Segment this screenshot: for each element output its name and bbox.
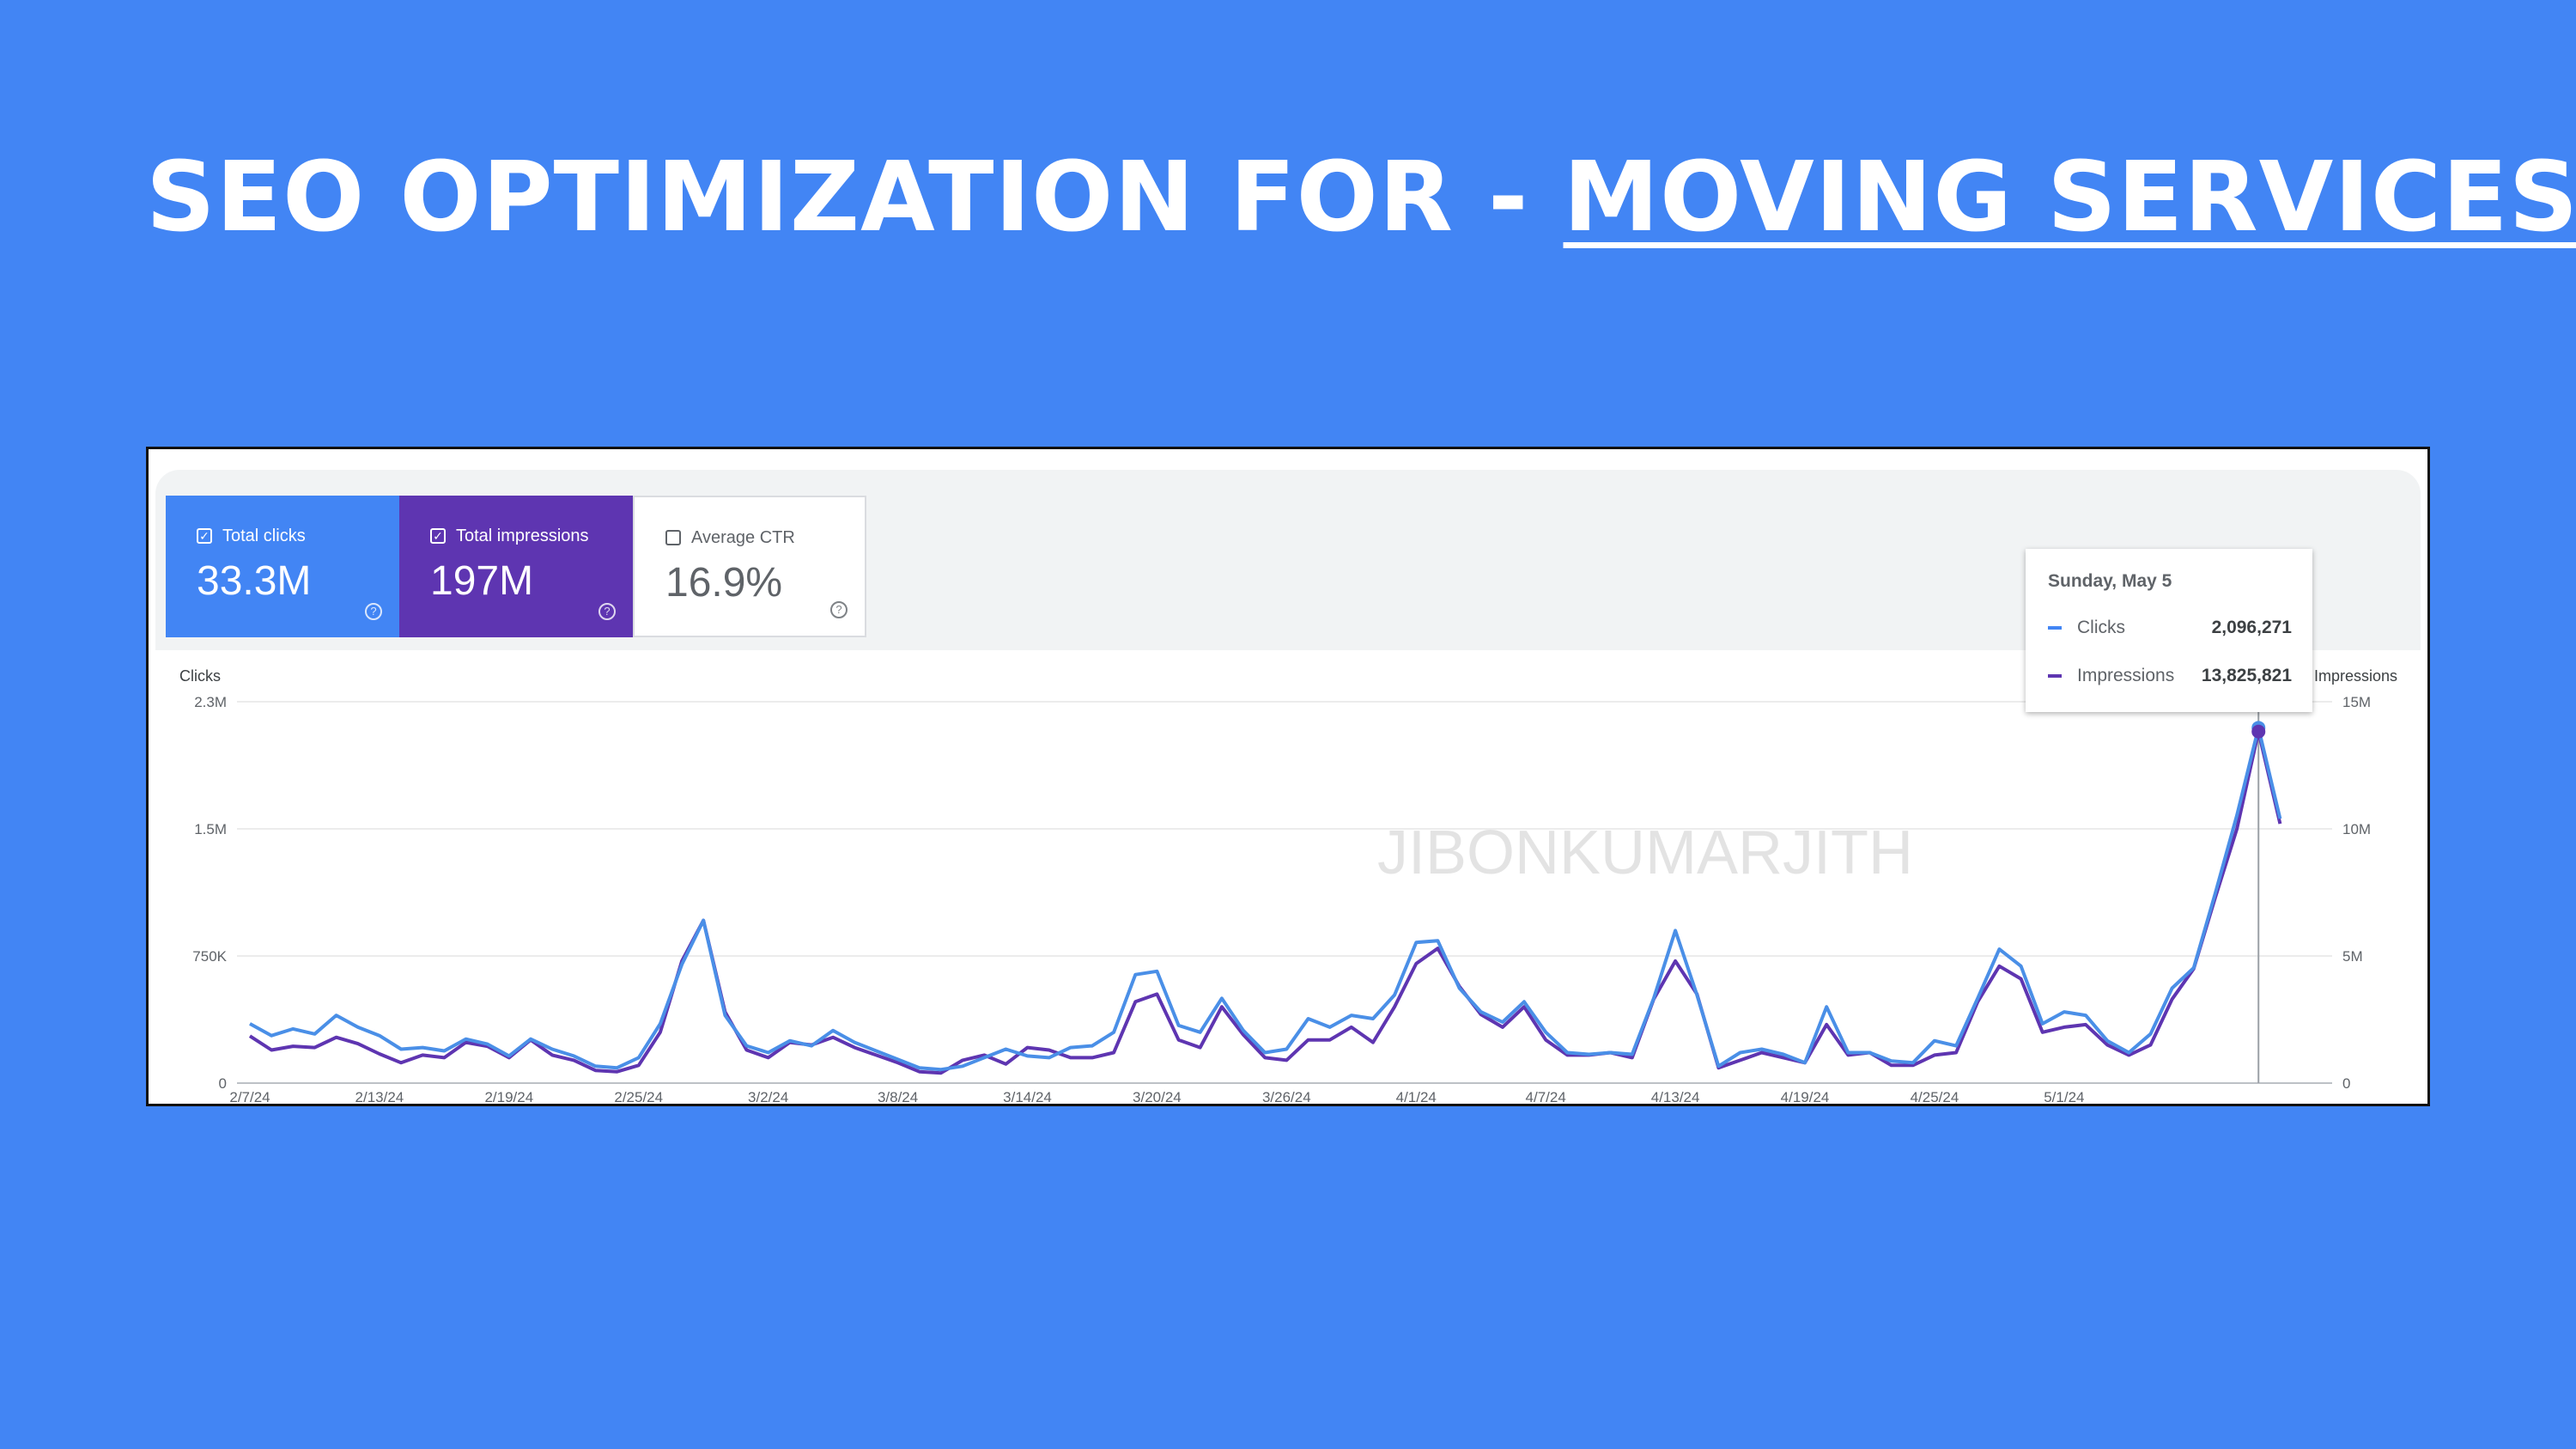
left-tick-label: 750K [192,948,227,965]
clicks-swatch-icon [2048,626,2062,630]
page-headline: SEO OPTIMIZATION FOR - MOVING SERVICES [146,142,2576,253]
right-tick-label: 5M [2342,948,2363,965]
x-tick-label: 3/2/24 [748,1089,788,1102]
tooltip-date: Sunday, May 5 [2048,571,2172,591]
average-ctr-card[interactable]: Average CTR 16.9% ? [633,496,866,637]
chart-tooltip: Sunday, May 5 Clicks 2,096,271 Impressio… [2026,549,2312,712]
x-tick-label: 2/25/24 [614,1089,663,1102]
impressions-swatch-icon [2048,674,2062,678]
x-tick-label: 4/1/24 [1396,1089,1437,1102]
right-tick-label: 0 [2342,1075,2350,1092]
watermark-text: JIBONKUMARJITH [1377,819,1913,887]
search-console-panel: JIBONKUMARJITH 0 750K 1.5M 2.3M 0 5M 10M 15M Clic… [146,447,2430,1106]
series-line-impressions [248,729,2282,1075]
total-impressions-label: Total impressions [456,527,589,545]
average-ctr-label: Average CTR [691,528,795,547]
tooltip-row-value: 2,096,271 [2211,618,2292,637]
help-icon[interactable]: ? [598,603,616,620]
x-tick-label: 2/13/24 [355,1089,404,1102]
metric-cards: ✓ Total clicks 33.3M ? ✓ Total impressio… [166,496,866,637]
checkbox-checked-icon[interactable]: ✓ [197,528,212,544]
hover-point-impressions [2251,724,2266,739]
x-tick-label: 4/25/24 [1911,1089,1959,1102]
total-clicks-label: Total clicks [222,527,306,545]
left-tick-label: 2.3M [194,694,227,710]
performance-chart: JIBONKUMARJITH 0 750K 1.5M 2.3M 0 5M 10M 15M Clic… [179,667,2397,1102]
x-tick-label: 5/1/24 [2044,1089,2084,1102]
checkbox-checked-icon[interactable]: ✓ [430,528,446,544]
performance-report: JIBONKUMARJITH 0 750K 1.5M 2.3M 0 5M 10M 15M Clic… [155,470,2421,1102]
average-ctr-value: 16.9% [665,560,783,606]
tooltip-row-name: Impressions [2077,666,2175,685]
series-line-clicks [249,726,2282,1072]
x-tick-label: 3/14/24 [1003,1089,1052,1102]
checkbox-unchecked-icon[interactable] [665,530,681,545]
left-axis-title: Clicks [179,667,221,685]
left-tick-label: 0 [219,1075,227,1092]
right-axis-title: Impressions [2314,667,2397,685]
x-tick-label: 4/13/24 [1651,1089,1700,1102]
tooltip-row-name: Clicks [2077,618,2125,637]
x-tick-label: 3/20/24 [1133,1089,1182,1102]
tooltip-row-impressions: Impressions 13,825,821 [2048,666,2292,686]
x-tick-label: 3/26/24 [1262,1089,1311,1102]
right-tick-label: 10M [2342,821,2371,837]
x-tick-label: 2/7/24 [229,1089,270,1102]
total-clicks-card[interactable]: ✓ Total clicks 33.3M ? [166,496,399,637]
total-impressions-card[interactable]: ✓ Total impressions 197M ? [399,496,633,637]
help-icon[interactable]: ? [830,601,848,618]
total-clicks-value: 33.3M [197,558,312,604]
x-tick-label: 2/19/24 [484,1089,533,1102]
headline-accent: MOVING SERVICES [1563,142,2576,253]
help-icon[interactable]: ? [365,603,382,620]
right-tick-label: 15M [2342,694,2371,710]
x-tick-label: 3/8/24 [878,1089,918,1102]
headline-prefix: SEO OPTIMIZATION FOR - [146,142,1564,253]
tooltip-row-value: 13,825,821 [2201,666,2292,685]
tooltip-row-clicks: Clicks 2,096,271 [2048,618,2292,638]
left-tick-label: 1.5M [194,821,227,837]
x-tick-label: 4/7/24 [1526,1089,1566,1102]
x-tick-label: 4/19/24 [1781,1089,1830,1102]
total-impressions-value: 197M [430,558,534,604]
